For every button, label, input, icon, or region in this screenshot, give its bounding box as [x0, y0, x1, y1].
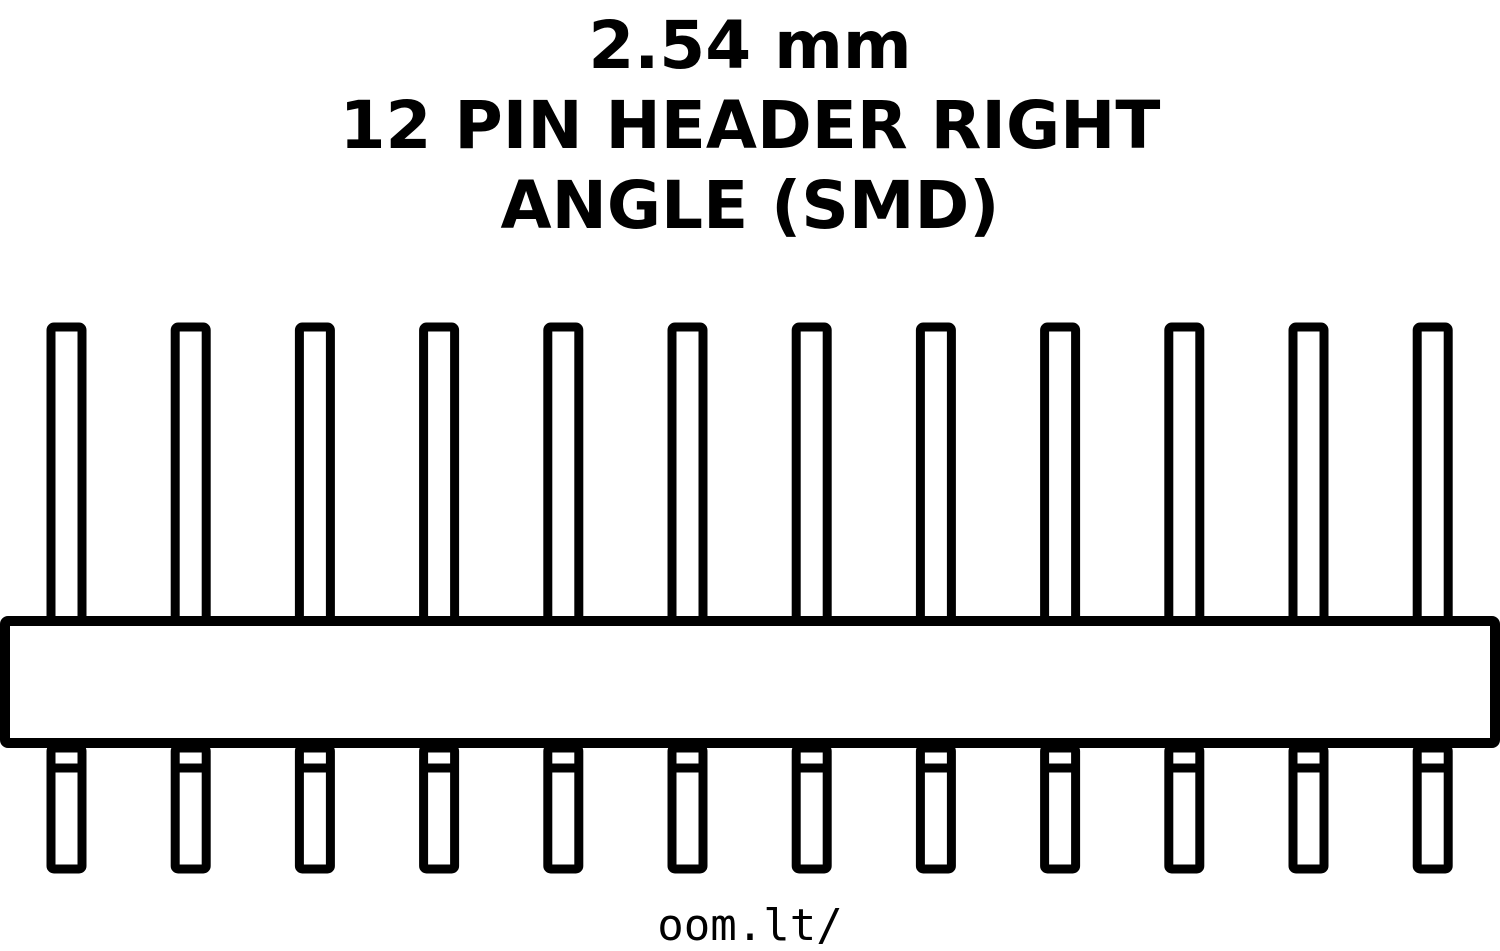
footer-url: oom.lt/	[657, 900, 843, 951]
pin-top-3	[294, 322, 335, 652]
pin-bottom-leg-4	[419, 743, 460, 874]
pin-bottom-12	[1412, 743, 1453, 874]
pin-bottom-11	[1288, 743, 1329, 874]
pin-bottom-4	[419, 743, 460, 874]
pin-bottom-2	[170, 743, 211, 874]
pin-bottom-8	[915, 743, 956, 874]
pin-bottom-leg-3	[294, 743, 335, 874]
pin-bottom-10	[1164, 743, 1205, 874]
header-housing	[0, 616, 1500, 748]
pin-bottom-3	[294, 743, 335, 874]
pin-top-8	[915, 322, 956, 652]
pin-top-6	[667, 322, 708, 652]
pin-bottom-9	[1040, 743, 1081, 874]
pin-bottom-7	[791, 743, 832, 874]
pin-top-9	[1040, 322, 1081, 652]
pin-bottom-leg-8	[915, 743, 956, 874]
pin-top-7	[791, 322, 832, 652]
pin-bottom-leg-1	[46, 743, 87, 874]
pins-bottom-group	[46, 743, 1453, 874]
pins-top-group	[46, 322, 1453, 652]
pin-bottom-6	[667, 743, 708, 874]
pin-bottom-1	[46, 743, 87, 874]
pin-bottom-leg-2	[170, 743, 211, 874]
pin-top-5	[543, 322, 584, 652]
pin-bottom-leg-12	[1412, 743, 1453, 874]
title-line-pitch: 2.54 mm	[588, 7, 912, 84]
pin-top-2	[170, 322, 211, 652]
pin-top-11	[1288, 322, 1329, 652]
title-line-type: ANGLE (SMD)	[500, 167, 1000, 244]
pin-top-10	[1164, 322, 1205, 652]
pin-bottom-leg-7	[791, 743, 832, 874]
pin-bottom-leg-11	[1288, 743, 1329, 874]
pin-top-1	[46, 322, 87, 652]
pin-bottom-leg-6	[667, 743, 708, 874]
pin-bottom-leg-9	[1040, 743, 1081, 874]
pin-top-12	[1412, 322, 1453, 652]
pin-bottom-5	[543, 743, 584, 874]
diagram-title: 2.54 mm 12 PIN HEADER RIGHT ANGLE (SMD)	[0, 6, 1500, 246]
pin-bottom-leg-5	[543, 743, 584, 874]
pin-bottom-leg-10	[1164, 743, 1205, 874]
title-line-pin-count: 12 PIN HEADER RIGHT	[339, 87, 1161, 164]
pin-top-4	[419, 322, 460, 652]
